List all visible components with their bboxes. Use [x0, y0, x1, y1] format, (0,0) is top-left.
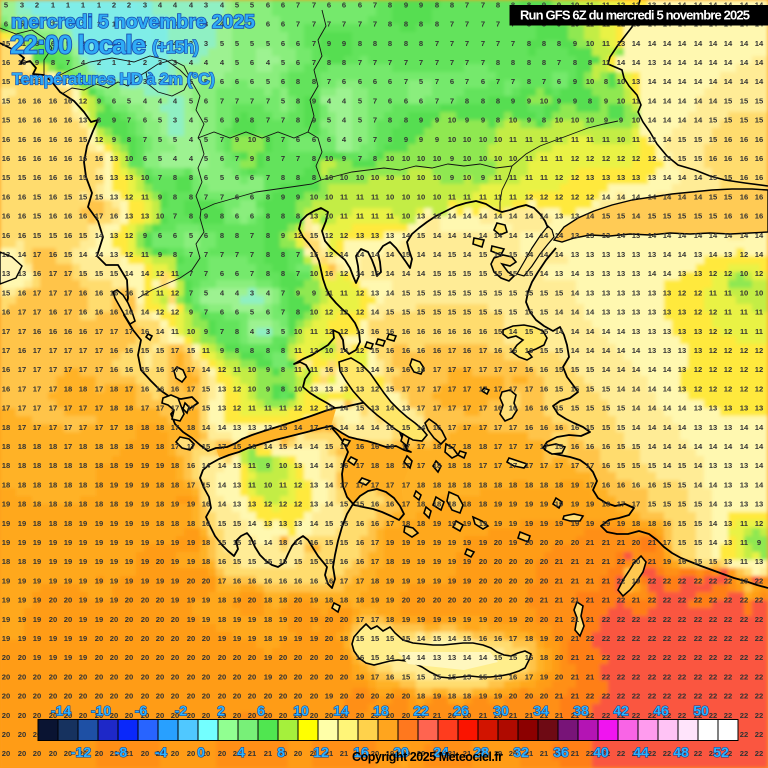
svg-text:4: 4: [237, 744, 245, 760]
svg-text:10: 10: [293, 703, 309, 719]
svg-text:40: 40: [593, 744, 609, 760]
svg-text:20: 20: [393, 744, 409, 760]
svg-text:-2: -2: [175, 703, 188, 719]
svg-text:0: 0: [197, 744, 205, 760]
svg-text:38: 38: [573, 703, 589, 719]
svg-text:52: 52: [713, 744, 729, 760]
svg-text:-6: -6: [135, 703, 148, 719]
svg-text:Températures HD à 2m (°C): Températures HD à 2m (°C): [12, 71, 215, 89]
svg-text:46: 46: [653, 703, 669, 719]
svg-text:-10: -10: [91, 703, 111, 719]
svg-text:18: 18: [373, 703, 389, 719]
svg-text:48: 48: [673, 744, 689, 760]
svg-text:8: 8: [277, 744, 285, 760]
svg-text:mercredi 5 novembre 2025: mercredi 5 novembre 2025: [11, 11, 255, 33]
svg-text:22:00 locale: 22:00 locale: [10, 30, 146, 60]
svg-text:22: 22: [413, 703, 429, 719]
svg-text:6: 6: [257, 703, 265, 719]
svg-text:30: 30: [493, 703, 509, 719]
svg-text:-4: -4: [155, 744, 168, 760]
svg-text:Copyright 2025 Meteociel.fr: Copyright 2025 Meteociel.fr: [352, 750, 503, 764]
svg-text:-12: -12: [71, 744, 91, 760]
svg-text:-14: -14: [51, 703, 71, 719]
svg-text:36: 36: [553, 744, 569, 760]
svg-text:14: 14: [333, 703, 349, 719]
svg-text:26: 26: [453, 703, 469, 719]
svg-text:50: 50: [693, 703, 709, 719]
svg-text:12: 12: [313, 744, 329, 760]
svg-text:32: 32: [513, 744, 529, 760]
svg-text:(+15h): (+15h): [152, 37, 199, 57]
svg-text:42: 42: [613, 703, 629, 719]
svg-text:2: 2: [217, 703, 225, 719]
svg-text:16: 16: [353, 744, 369, 760]
svg-text:28: 28: [473, 744, 489, 760]
svg-text:34: 34: [533, 703, 549, 719]
svg-text:-8: -8: [115, 744, 128, 760]
svg-text:24: 24: [433, 744, 449, 760]
svg-text:Run GFS 6Z du mercredi 5 novem: Run GFS 6Z du mercredi 5 novembre 2025: [520, 8, 750, 23]
svg-text:44: 44: [633, 744, 649, 760]
